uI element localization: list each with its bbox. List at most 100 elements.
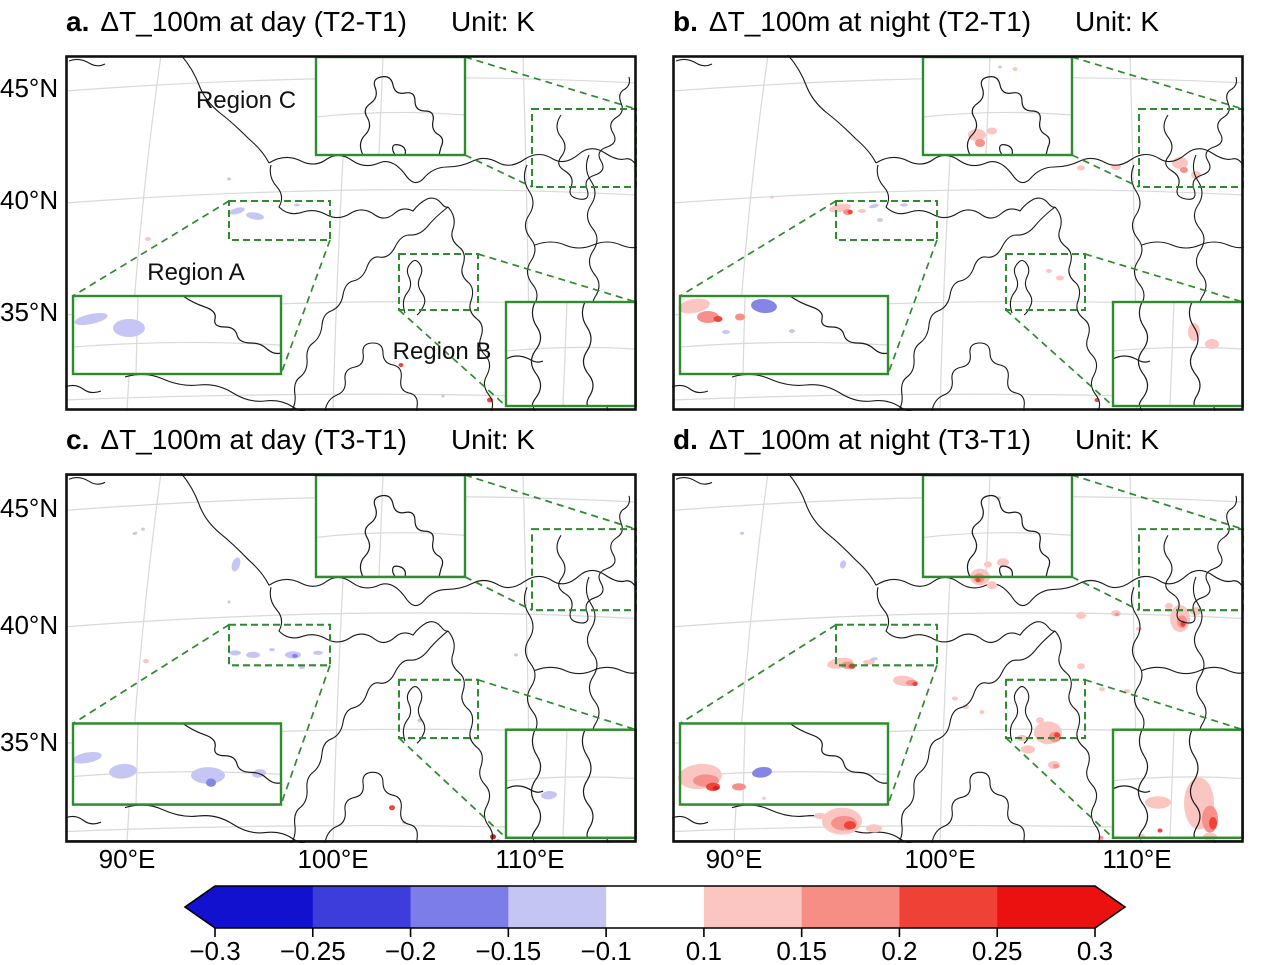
lon-label-90e-left: 90°E [98, 844, 156, 874]
colorbar-tick-label: −0.25 [280, 936, 346, 965]
colorbar-segment [997, 886, 1096, 928]
anomaly-blob [877, 218, 883, 222]
colorbar-segment [606, 886, 705, 928]
panel-b-title-text: ΔT_100m at night (T2-T1) [708, 6, 1032, 37]
anomaly-blob [752, 766, 772, 778]
anomaly-blob [789, 329, 795, 333]
anomaly-blob [441, 394, 445, 398]
anomaly-blob [1188, 323, 1200, 341]
panel-b-unit: Unit: K [1075, 6, 1160, 37]
anomaly-blob [979, 709, 985, 715]
colorbar-left-arrow [185, 886, 215, 928]
anomaly-blob [814, 812, 826, 820]
panel-d-unit: Unit: K [1075, 424, 1160, 455]
panel-d-letter: d. [673, 424, 698, 455]
colorbar-tick-label: −0.2 [385, 936, 436, 965]
colorbar-tick-label: −0.3 [189, 936, 240, 965]
panel-a-unit: Unit: K [450, 6, 535, 37]
anomaly-blob [514, 653, 518, 657]
panel-a-letter: a. [66, 6, 90, 37]
anomaly-blob [997, 558, 1009, 567]
anomaly-blob [732, 783, 746, 791]
anomaly-blob [987, 127, 997, 135]
anomaly-blob [1053, 764, 1059, 769]
lat-label-45n-row2: 45°N [0, 493, 59, 523]
anomaly-blob [858, 209, 866, 213]
anomaly-blob [968, 129, 986, 141]
colorbar-segment [899, 886, 998, 928]
anomaly-blob [299, 665, 305, 669]
colorbar-tick-label: −0.1 [580, 936, 631, 965]
anomaly-blob [952, 696, 958, 701]
anomaly-blob [227, 600, 231, 604]
colorbar-segment [215, 886, 314, 928]
anomaly-blob [1077, 663, 1085, 670]
panel-a-title: a. ΔT_100m at day (T2-T1) Unit: K [66, 6, 535, 38]
anomaly-blob [1036, 717, 1044, 724]
colorbar-tick-label: −0.15 [475, 936, 541, 965]
anomaly-blob [294, 203, 300, 207]
region-label: Region B [393, 338, 492, 365]
anomaly-blob [1099, 687, 1105, 692]
anomaly-blob [712, 785, 720, 790]
colorbar-segment [508, 886, 607, 928]
colorbar-segment [410, 886, 509, 928]
anomaly-blob [987, 581, 997, 590]
region-label: Region A [147, 259, 244, 286]
colorbar-tick-label: 0.2 [881, 936, 917, 965]
anomaly-blob [191, 767, 225, 784]
anomaly-blob [770, 195, 774, 199]
anomaly-blob [1205, 339, 1219, 349]
lon-label-110e-right: 110°E [1102, 844, 1172, 874]
anomaly-blob [246, 651, 260, 658]
anomaly-blob [839, 560, 847, 569]
anomaly-blob [1054, 732, 1060, 738]
panel-c-map [65, 473, 637, 843]
colorbar-tick-label: 0.25 [972, 936, 1023, 965]
anomaly-blob [72, 751, 102, 764]
anomaly-blob [869, 203, 879, 209]
lat-label-40n-row1: 40°N [0, 185, 59, 215]
anomaly-blob [900, 203, 908, 207]
anomaly-blob [912, 681, 918, 687]
lat-label-35n-row2: 35°N [0, 727, 59, 757]
anomaly-blob [1136, 626, 1142, 631]
colorbar: −0.3 −0.25 −0.2 −0.15 −0.1 0.1 0.15 0.2 0.25 0.3 [183, 885, 1127, 965]
panel-a-title-text: ΔT_100m at day (T2-T1) [100, 6, 407, 37]
anomaly-blob [713, 316, 723, 322]
anomaly-blob [975, 577, 981, 583]
panel-d-map [672, 473, 1244, 843]
anomaly-blob [74, 312, 108, 326]
anomaly-blob [1165, 602, 1173, 610]
anomaly-blob [870, 657, 878, 661]
panel-d-title: d. ΔT_100m at night (T3-T1) Unit: K [673, 424, 1159, 456]
anomaly-blob [113, 319, 145, 337]
anomaly-blob [246, 212, 264, 220]
anomaly-blob [762, 796, 766, 800]
anomaly-blob [697, 311, 719, 323]
anomaly-blob [206, 778, 216, 787]
lon-label-110e-left: 110°E [495, 844, 565, 874]
anomaly-blob [1077, 165, 1085, 171]
colorbar-tick-label: 0.1 [686, 936, 722, 965]
colorbar-segment [801, 886, 900, 928]
anomaly-blob [863, 659, 875, 665]
anomaly-blob [984, 561, 992, 568]
panel-c-title-text: ΔT_100m at day (T3-T1) [100, 424, 407, 455]
anomaly-blob [866, 824, 882, 833]
anomaly-blob [847, 210, 853, 214]
anomaly-blob [1076, 611, 1086, 620]
anomaly-blob [1114, 612, 1120, 616]
panel-d-title-text: ΔT_100m at night (T3-T1) [708, 424, 1032, 455]
anomaly-blob [678, 298, 710, 314]
lon-label-100e-left: 100°E [297, 844, 369, 874]
anomaly-blob [269, 648, 275, 652]
anomaly-blob [132, 531, 138, 535]
anomaly-blob [398, 363, 404, 367]
colorbar-right-arrow [1095, 886, 1125, 928]
lon-label-90e-right: 90°E [705, 844, 763, 874]
anomaly-blob [227, 177, 231, 181]
anomaly-blob [1145, 796, 1171, 809]
anomaly-blob [998, 65, 1002, 69]
